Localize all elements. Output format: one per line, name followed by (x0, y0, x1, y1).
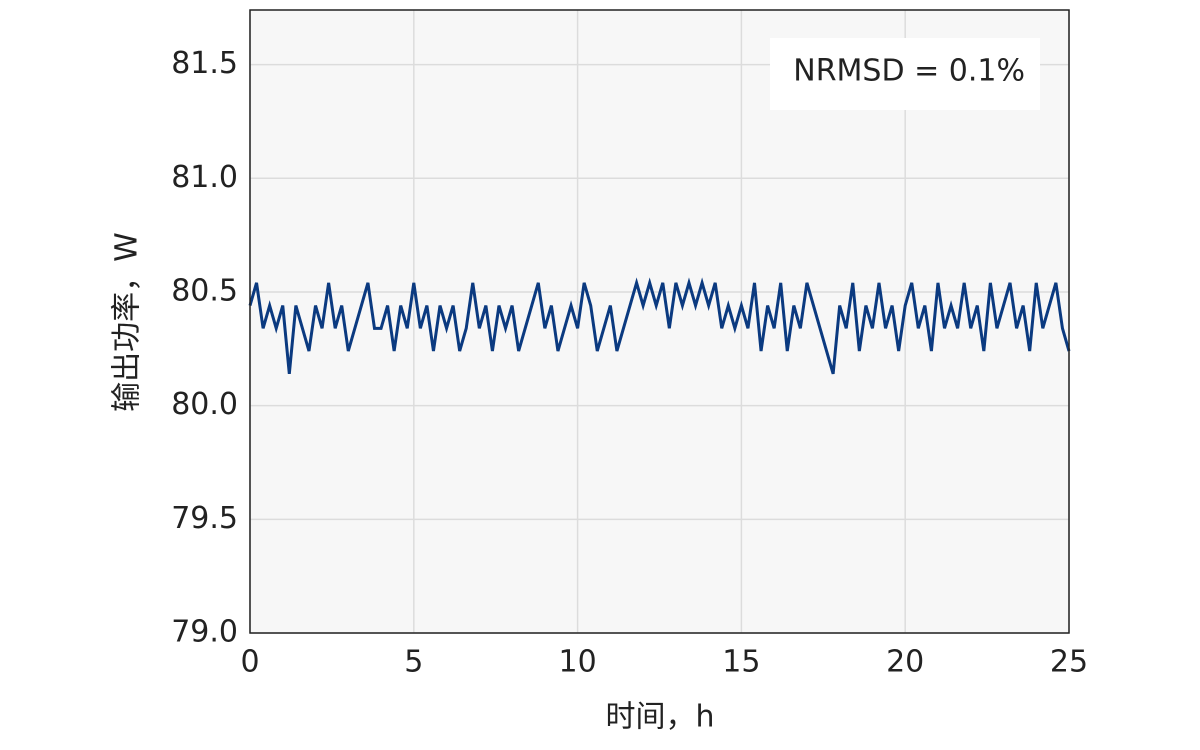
annotation-box (770, 38, 1040, 110)
x-tick-label: 0 (240, 645, 259, 680)
x-tick-label: 10 (559, 645, 597, 680)
y-tick-label: 80.5 (171, 273, 238, 308)
annotation: NRMSD = 0.1% (793, 54, 1025, 89)
data-line (248, 277, 1071, 375)
grid (249, 10, 1070, 634)
plot-frame (249, 9, 1070, 634)
lines (248, 277, 1071, 375)
y-tick-label: 79.0 (171, 615, 238, 650)
x-tick-label: 25 (1050, 645, 1088, 680)
y-tick-label: 79.5 (171, 501, 238, 536)
y-tick-label: 81.5 (171, 46, 238, 81)
y-tick-label: 81.0 (171, 160, 238, 195)
x-tick-label: 15 (722, 645, 760, 680)
y-axis-label: 输出功率，W (110, 232, 145, 412)
x-tick-label: 20 (886, 645, 924, 680)
x-axis-label: 时间，h (605, 700, 714, 735)
plot-area (250, 10, 1069, 633)
x-tick-label: 5 (404, 645, 423, 680)
y-tick-label: 80.0 (171, 387, 238, 422)
